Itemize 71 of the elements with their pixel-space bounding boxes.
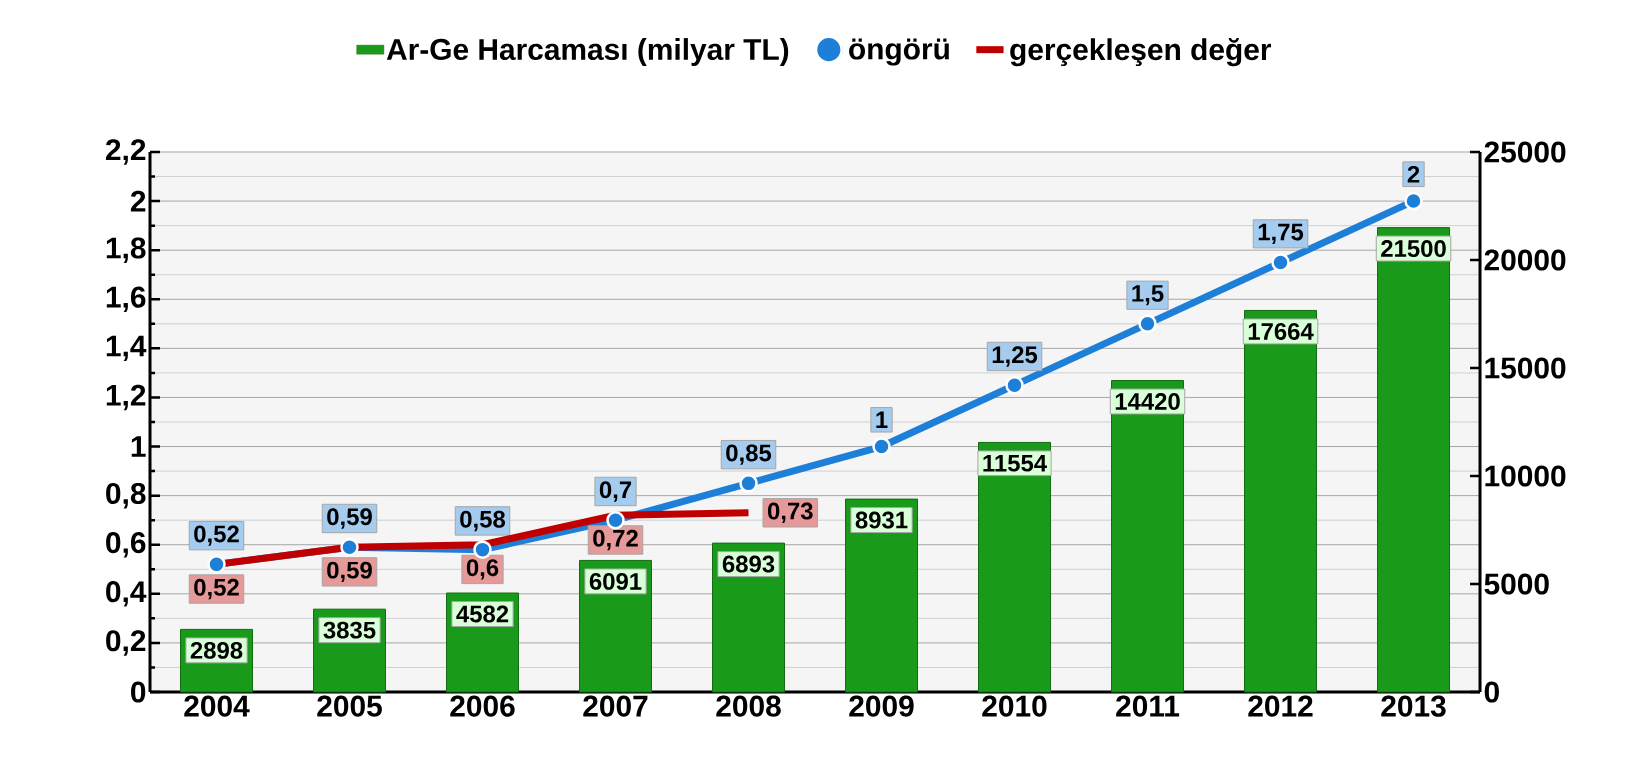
data-label: 0,59 [327,508,372,529]
y-tick-label: 0,4 [106,581,147,607]
legend-label: öngörü [849,38,949,66]
y-tick-label: 1,2 [106,384,146,411]
data-label: 17664 [1248,322,1314,340]
data-label: 6091 [589,572,642,590]
y-tick-label: 1,6 [106,286,146,313]
y2-tick-label: 5000 [1484,573,1549,595]
data-label: 0,52 [194,525,239,546]
y2-tick-label: 0 [1484,681,1499,703]
data-label: 2898 [190,641,243,659]
y-tick-label: 0,2 [106,630,146,656]
y-tick-label: 1 [131,436,146,457]
data-label: 8931 [855,511,908,529]
y-tick-label: 0 [131,681,146,703]
data-label: 0,85 [726,444,772,465]
y2-tick-label: 15000 [1485,357,1566,379]
point [1404,191,1423,211]
bar [978,441,1052,693]
point [1138,314,1157,334]
y-tick-label: 1,4 [106,335,147,361]
x-tick-label: 2009 [849,695,914,717]
y2-tick-label: 25000 [1484,141,1566,163]
data-label: 6893 [722,555,775,573]
data-label: 0,59 [327,561,372,583]
x-tick-label: 2011 [1116,695,1180,717]
x-tick-label: 2008 [716,695,781,717]
x-tick-label: 2007 [583,695,648,717]
data-label: 21500 [1381,240,1446,258]
point [606,510,625,530]
data-label: 0,7 [599,481,632,502]
data-label: 0,52 [194,578,239,600]
x-tick-label: 2010 [982,695,1047,717]
x-tick-label: 2006 [450,695,515,717]
data-label: 1,75 [1258,223,1304,244]
y2-tick-label: 10000 [1485,465,1566,487]
x-tick-label: 2013 [1381,695,1446,717]
x-tick-label: 2005 [317,695,382,717]
point [340,537,359,557]
data-label: 1,25 [992,346,1038,367]
data-label: 11554 [983,454,1047,472]
y-tick-label: 2,2 [105,139,146,165]
legend-label: gerçekleşen değer [1010,37,1272,67]
point [872,437,891,456]
point [739,474,758,493]
point [1271,253,1290,272]
y-tick-label: 2 [130,190,146,212]
y-tick-label: 1,8 [106,237,146,263]
data-label: 2 [1407,165,1420,183]
data-label: 1 [876,411,888,429]
bar [845,498,919,693]
data-label: 1,5 [1132,285,1164,306]
bar [1244,309,1318,693]
point [1005,375,1024,395]
bar [1377,227,1451,693]
data-label: 0,73 [767,502,813,524]
data-label: 3835 [323,621,376,639]
data-label: 4582 [456,605,509,623]
data-label: 14420 [1115,393,1180,410]
x-tick-label: 2012 [1248,695,1313,717]
bar [1111,380,1185,693]
legend-label: Ar-Ge Harcaması (milyar TL) [386,38,789,66]
y-tick-label: 0,8 [106,482,146,509]
data-label: 0,72 [593,529,638,551]
data-label: 0,6 [466,559,499,580]
point [207,555,226,574]
x-tick-label: 2004 [184,695,250,717]
data-label: 0,58 [460,510,506,532]
point [473,540,492,559]
y-tick-label: 0,6 [106,531,146,558]
y2-tick-label: 20000 [1484,249,1566,271]
